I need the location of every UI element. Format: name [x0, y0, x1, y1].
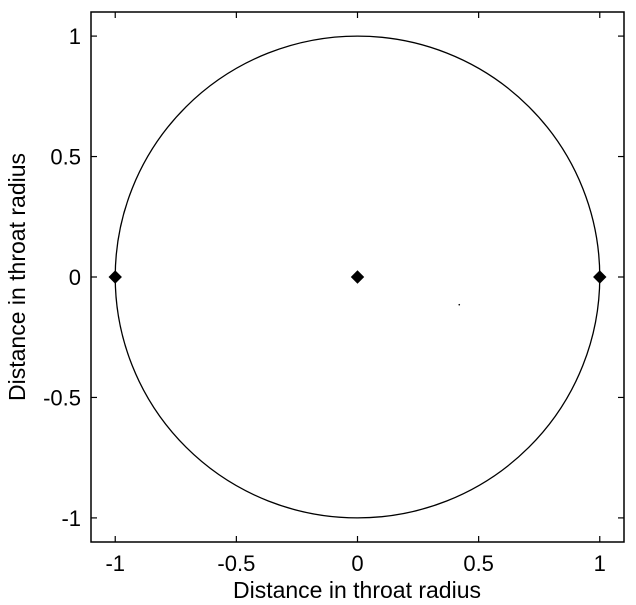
data-point: [593, 270, 607, 284]
y-tick-label: 0.5: [50, 145, 81, 170]
data-point: [350, 270, 365, 284]
tick-labels: -1 -0.5 0 0.5 1 -1 -0.5 0 0.5 1: [43, 24, 606, 576]
x-tick-label: 0: [351, 551, 363, 576]
stray-mark: [458, 303, 461, 306]
x-tick-label: -1: [105, 551, 125, 576]
y-tick-label: -1: [61, 506, 81, 531]
x-tick-label: 1: [594, 551, 606, 576]
data-point: [108, 270, 122, 284]
x-tick-label: 0.5: [463, 551, 494, 576]
ticks: [91, 12, 624, 542]
y-tick-label: -0.5: [43, 385, 81, 410]
y-tick-label: 0: [69, 265, 81, 290]
x-axis-label: Distance in throat radius: [233, 577, 481, 603]
x-tick-label: -0.5: [217, 551, 255, 576]
y-axis-label: Distance in throat radius: [4, 153, 30, 401]
y-tick-label: 1: [69, 24, 81, 49]
series: [108, 35, 607, 519]
